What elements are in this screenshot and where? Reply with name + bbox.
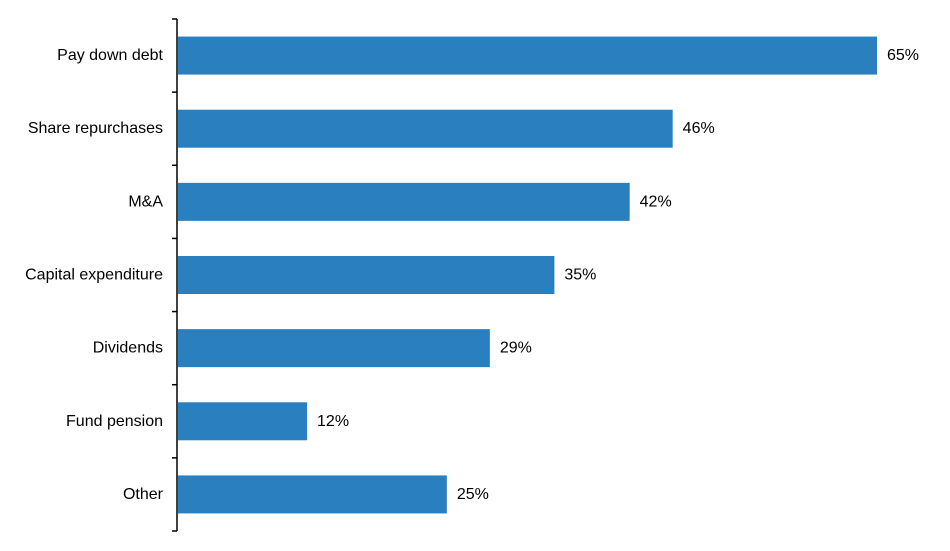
bar-4 (178, 329, 490, 368)
value-label: 42% (640, 193, 672, 210)
labels: Pay down debt 65% Share repurchases 46% M&A 4… (25, 47, 919, 503)
category-label: Fund pension (66, 413, 163, 430)
bar-6 (178, 475, 447, 514)
bar-2 (178, 182, 630, 221)
category-label: Pay down debt (57, 47, 163, 64)
bar-1 (178, 109, 673, 148)
bar-5 (178, 402, 308, 441)
y-axis (172, 18, 178, 532)
category-label: M&A (128, 193, 163, 210)
category-label: Capital expenditure (25, 267, 163, 284)
bar-0 (178, 36, 877, 75)
bars (178, 36, 877, 514)
value-label: 25% (457, 486, 489, 503)
value-label: 35% (564, 267, 596, 284)
value-label: 65% (887, 47, 919, 64)
category-label: Dividends (93, 340, 163, 357)
bar-3 (178, 256, 555, 294)
value-label: 46% (683, 120, 715, 137)
category-label: Share repurchases (28, 120, 163, 137)
category-label: Other (123, 486, 164, 503)
value-label: 12% (317, 413, 349, 430)
value-label: 29% (500, 340, 532, 357)
